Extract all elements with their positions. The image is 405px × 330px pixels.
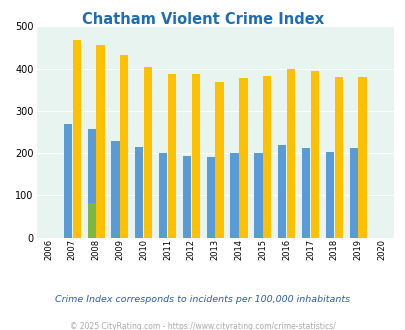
Bar	[349, 148, 357, 238]
Text: © 2025 CityRating.com - https://www.cityrating.com/crime-statistics/: © 2025 CityRating.com - https://www.city…	[70, 322, 335, 330]
Bar	[358, 77, 366, 238]
Bar	[64, 123, 72, 238]
Bar	[135, 147, 143, 238]
Text: Crime Index corresponds to incidents per 100,000 inhabitants: Crime Index corresponds to incidents per…	[55, 295, 350, 304]
Bar	[206, 157, 214, 238]
Text: Chatham Violent Crime Index: Chatham Violent Crime Index	[82, 12, 323, 26]
Bar	[182, 156, 191, 238]
Bar	[87, 203, 96, 238]
Bar	[96, 46, 104, 238]
Bar	[310, 71, 318, 238]
Bar	[144, 67, 152, 238]
Bar	[254, 153, 262, 238]
Bar	[325, 152, 333, 238]
Bar	[301, 148, 309, 238]
Bar	[239, 78, 247, 238]
Bar	[334, 77, 342, 238]
Bar	[159, 153, 167, 238]
Bar	[215, 82, 223, 238]
Bar	[111, 141, 119, 238]
Bar	[120, 55, 128, 238]
Bar	[277, 145, 286, 238]
Bar	[72, 40, 81, 238]
Bar	[262, 76, 271, 238]
Bar	[167, 74, 176, 238]
Bar	[191, 74, 199, 238]
Bar	[230, 153, 238, 238]
Bar	[87, 129, 96, 238]
Bar	[286, 70, 294, 238]
